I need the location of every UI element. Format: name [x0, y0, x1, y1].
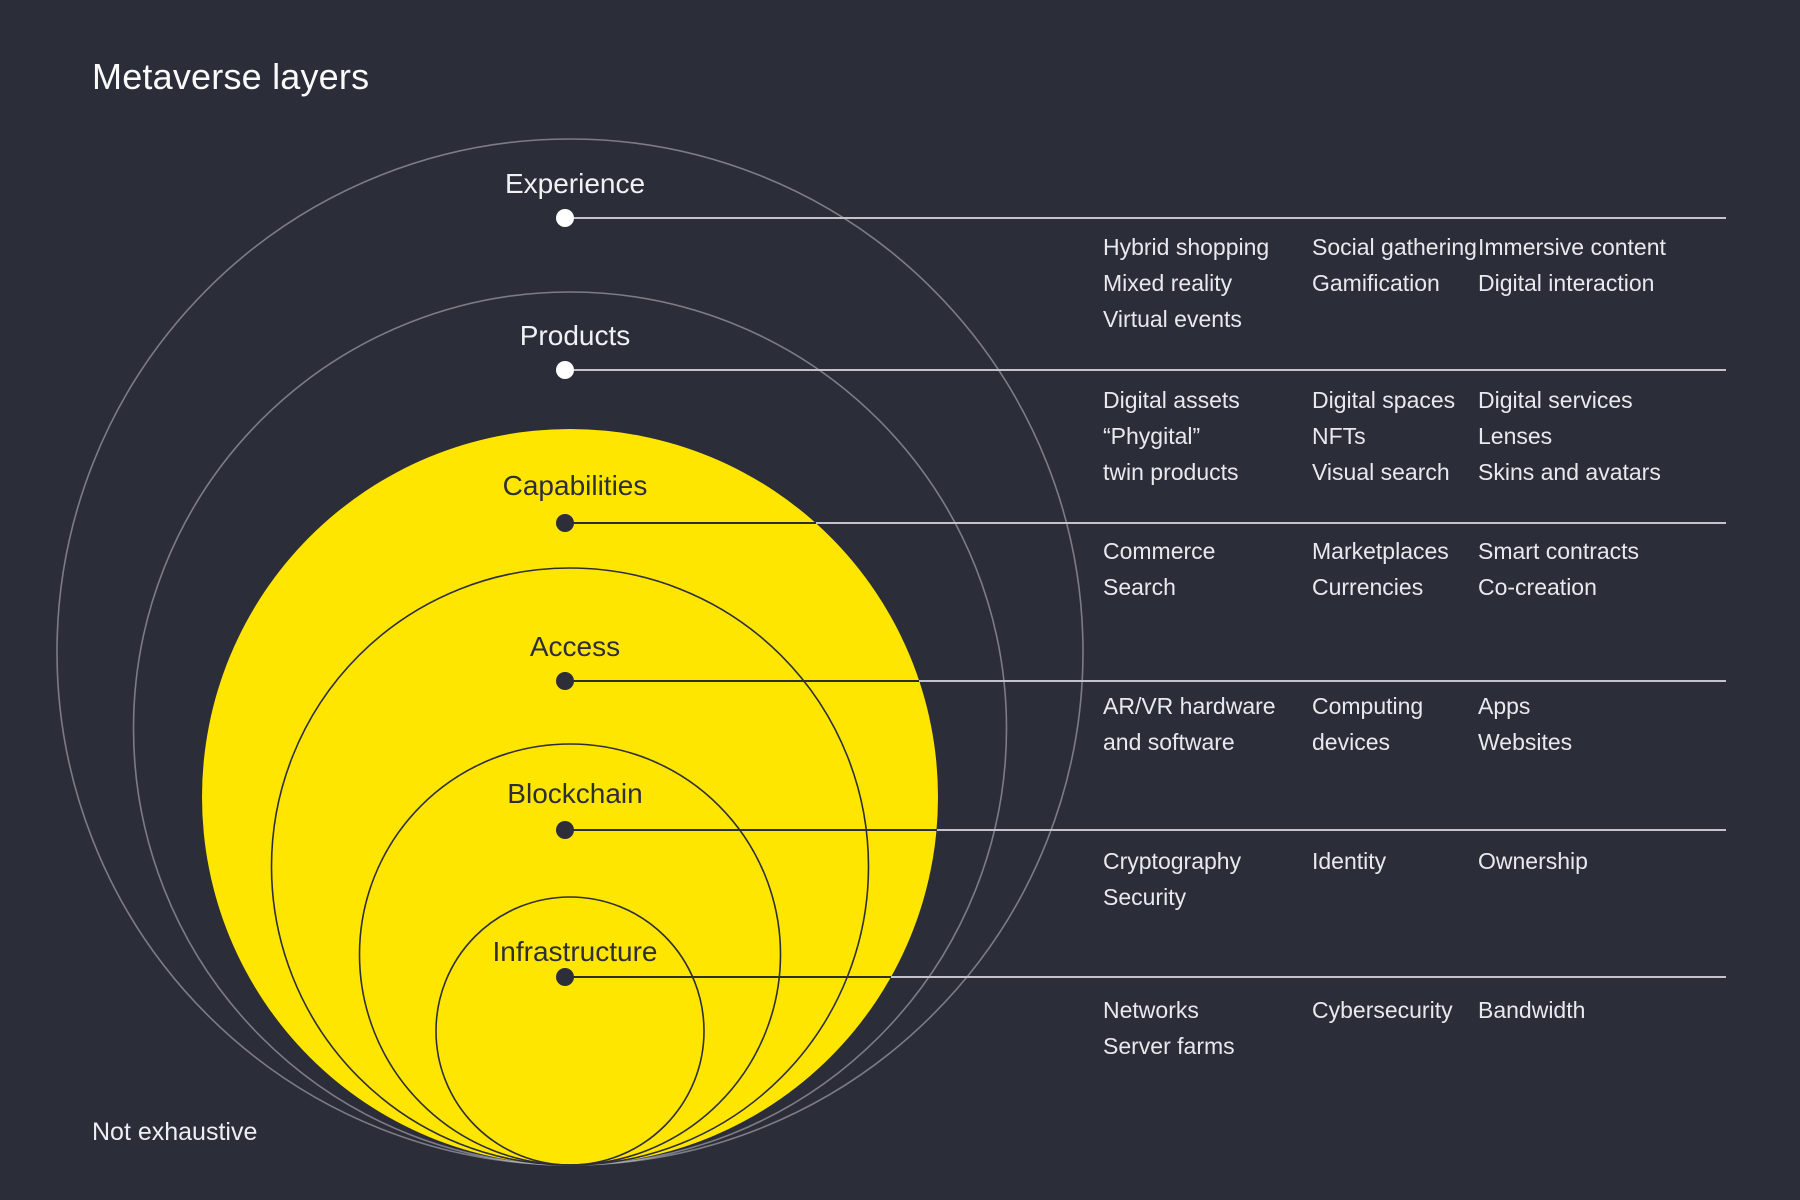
infrastructure-dot	[556, 968, 574, 986]
list-item: Server farms	[1103, 1033, 1235, 1059]
experience-dot	[556, 209, 574, 227]
capabilities-items-col3: Smart contracts Co-creation	[1478, 533, 1639, 605]
layer-label-infrastructure: Infrastructure	[492, 936, 658, 967]
page-title: Metaverse layers	[92, 56, 370, 97]
list-item: “Phygital”	[1103, 423, 1201, 449]
list-item: Digital spaces	[1312, 387, 1456, 413]
list-item: Social gathering	[1312, 234, 1477, 260]
list-item: Search	[1103, 574, 1176, 600]
list-item: Computing	[1312, 693, 1424, 719]
infrastructure-items-col2: Cybersecurity	[1312, 992, 1453, 1028]
access-items-col3: Apps Websites	[1478, 688, 1572, 760]
list-item: Visual search	[1312, 459, 1450, 485]
list-item: Commerce	[1103, 538, 1216, 564]
layer-label-capabilities: Capabilities	[502, 470, 648, 501]
list-item: Ownership	[1478, 848, 1588, 874]
list-item: Cybersecurity	[1312, 997, 1453, 1023]
footnote: Not exhaustive	[92, 1118, 258, 1146]
layer-label-blockchain: Blockchain	[507, 778, 643, 809]
experience-items-col1: Hybrid shopping Mixed reality Virtual ev…	[1103, 229, 1269, 337]
layer-label-products: Products	[519, 320, 631, 351]
list-item: Identity	[1312, 848, 1387, 874]
products-items-col3: Digital services Lenses Skins and avatar…	[1478, 382, 1661, 490]
list-item: Marketplaces	[1312, 538, 1449, 564]
list-item: Networks	[1103, 997, 1199, 1023]
infrastructure-items-col3: Bandwidth	[1478, 992, 1585, 1028]
layer-label-access: Access	[529, 631, 621, 662]
list-item: Skins and avatars	[1478, 459, 1661, 485]
blockchain-dot	[556, 821, 574, 839]
capabilities-items-col2: Marketplaces Currencies	[1312, 533, 1449, 605]
list-item: Security	[1103, 884, 1187, 910]
infrastructure-circle	[435, 896, 705, 1166]
list-item: Hybrid shopping	[1103, 234, 1270, 260]
list-item: twin products	[1103, 459, 1239, 485]
list-item: Immersive content	[1478, 234, 1666, 260]
layer-label-experience: Experience	[504, 168, 646, 199]
list-item: Smart contracts	[1478, 538, 1640, 564]
list-item: and software	[1103, 729, 1235, 755]
list-item: devices	[1312, 729, 1390, 755]
list-item: Cryptography	[1103, 848, 1242, 874]
capabilities-dot	[556, 514, 574, 532]
products-dot	[556, 361, 574, 379]
products-items-col1: Digital assets “Phygital” twin products	[1103, 382, 1240, 490]
list-item: Mixed reality	[1103, 270, 1233, 296]
blockchain-items-col1: Cryptography Security	[1103, 843, 1241, 915]
access-items-col1: AR/VR hardware and software	[1103, 688, 1276, 760]
list-item: NFTs	[1312, 423, 1366, 449]
capabilities-circle	[202, 429, 938, 1165]
list-item: Gamification	[1312, 270, 1440, 296]
list-item: Co-creation	[1478, 574, 1597, 600]
infrastructure-items-col1: Networks Server farms	[1103, 992, 1235, 1064]
blockchain-items-col2: Identity	[1312, 843, 1386, 879]
list-item: Virtual events	[1103, 306, 1242, 332]
list-item: Lenses	[1478, 423, 1553, 449]
list-item: Websites	[1478, 729, 1573, 755]
experience-items-col2: Social gathering Gamification	[1312, 229, 1477, 301]
blockchain-items-col3: Ownership	[1478, 843, 1588, 879]
access-items-col2: Computing devices	[1312, 688, 1423, 760]
experience-items-col3: Immersive content Digital interaction	[1478, 229, 1666, 301]
list-item: Digital assets	[1103, 387, 1240, 413]
list-item: Digital interaction	[1478, 270, 1655, 296]
list-item: Currencies	[1312, 574, 1424, 600]
list-item: Bandwidth	[1478, 997, 1586, 1023]
products-items-col2: Digital spaces NFTs Visual search	[1312, 382, 1455, 490]
list-item: Apps	[1478, 693, 1531, 719]
access-dot	[556, 672, 574, 690]
capabilities-items-col1: Commerce Search	[1103, 533, 1215, 605]
list-item: Digital services	[1478, 387, 1633, 413]
list-item: AR/VR hardware	[1103, 693, 1276, 719]
